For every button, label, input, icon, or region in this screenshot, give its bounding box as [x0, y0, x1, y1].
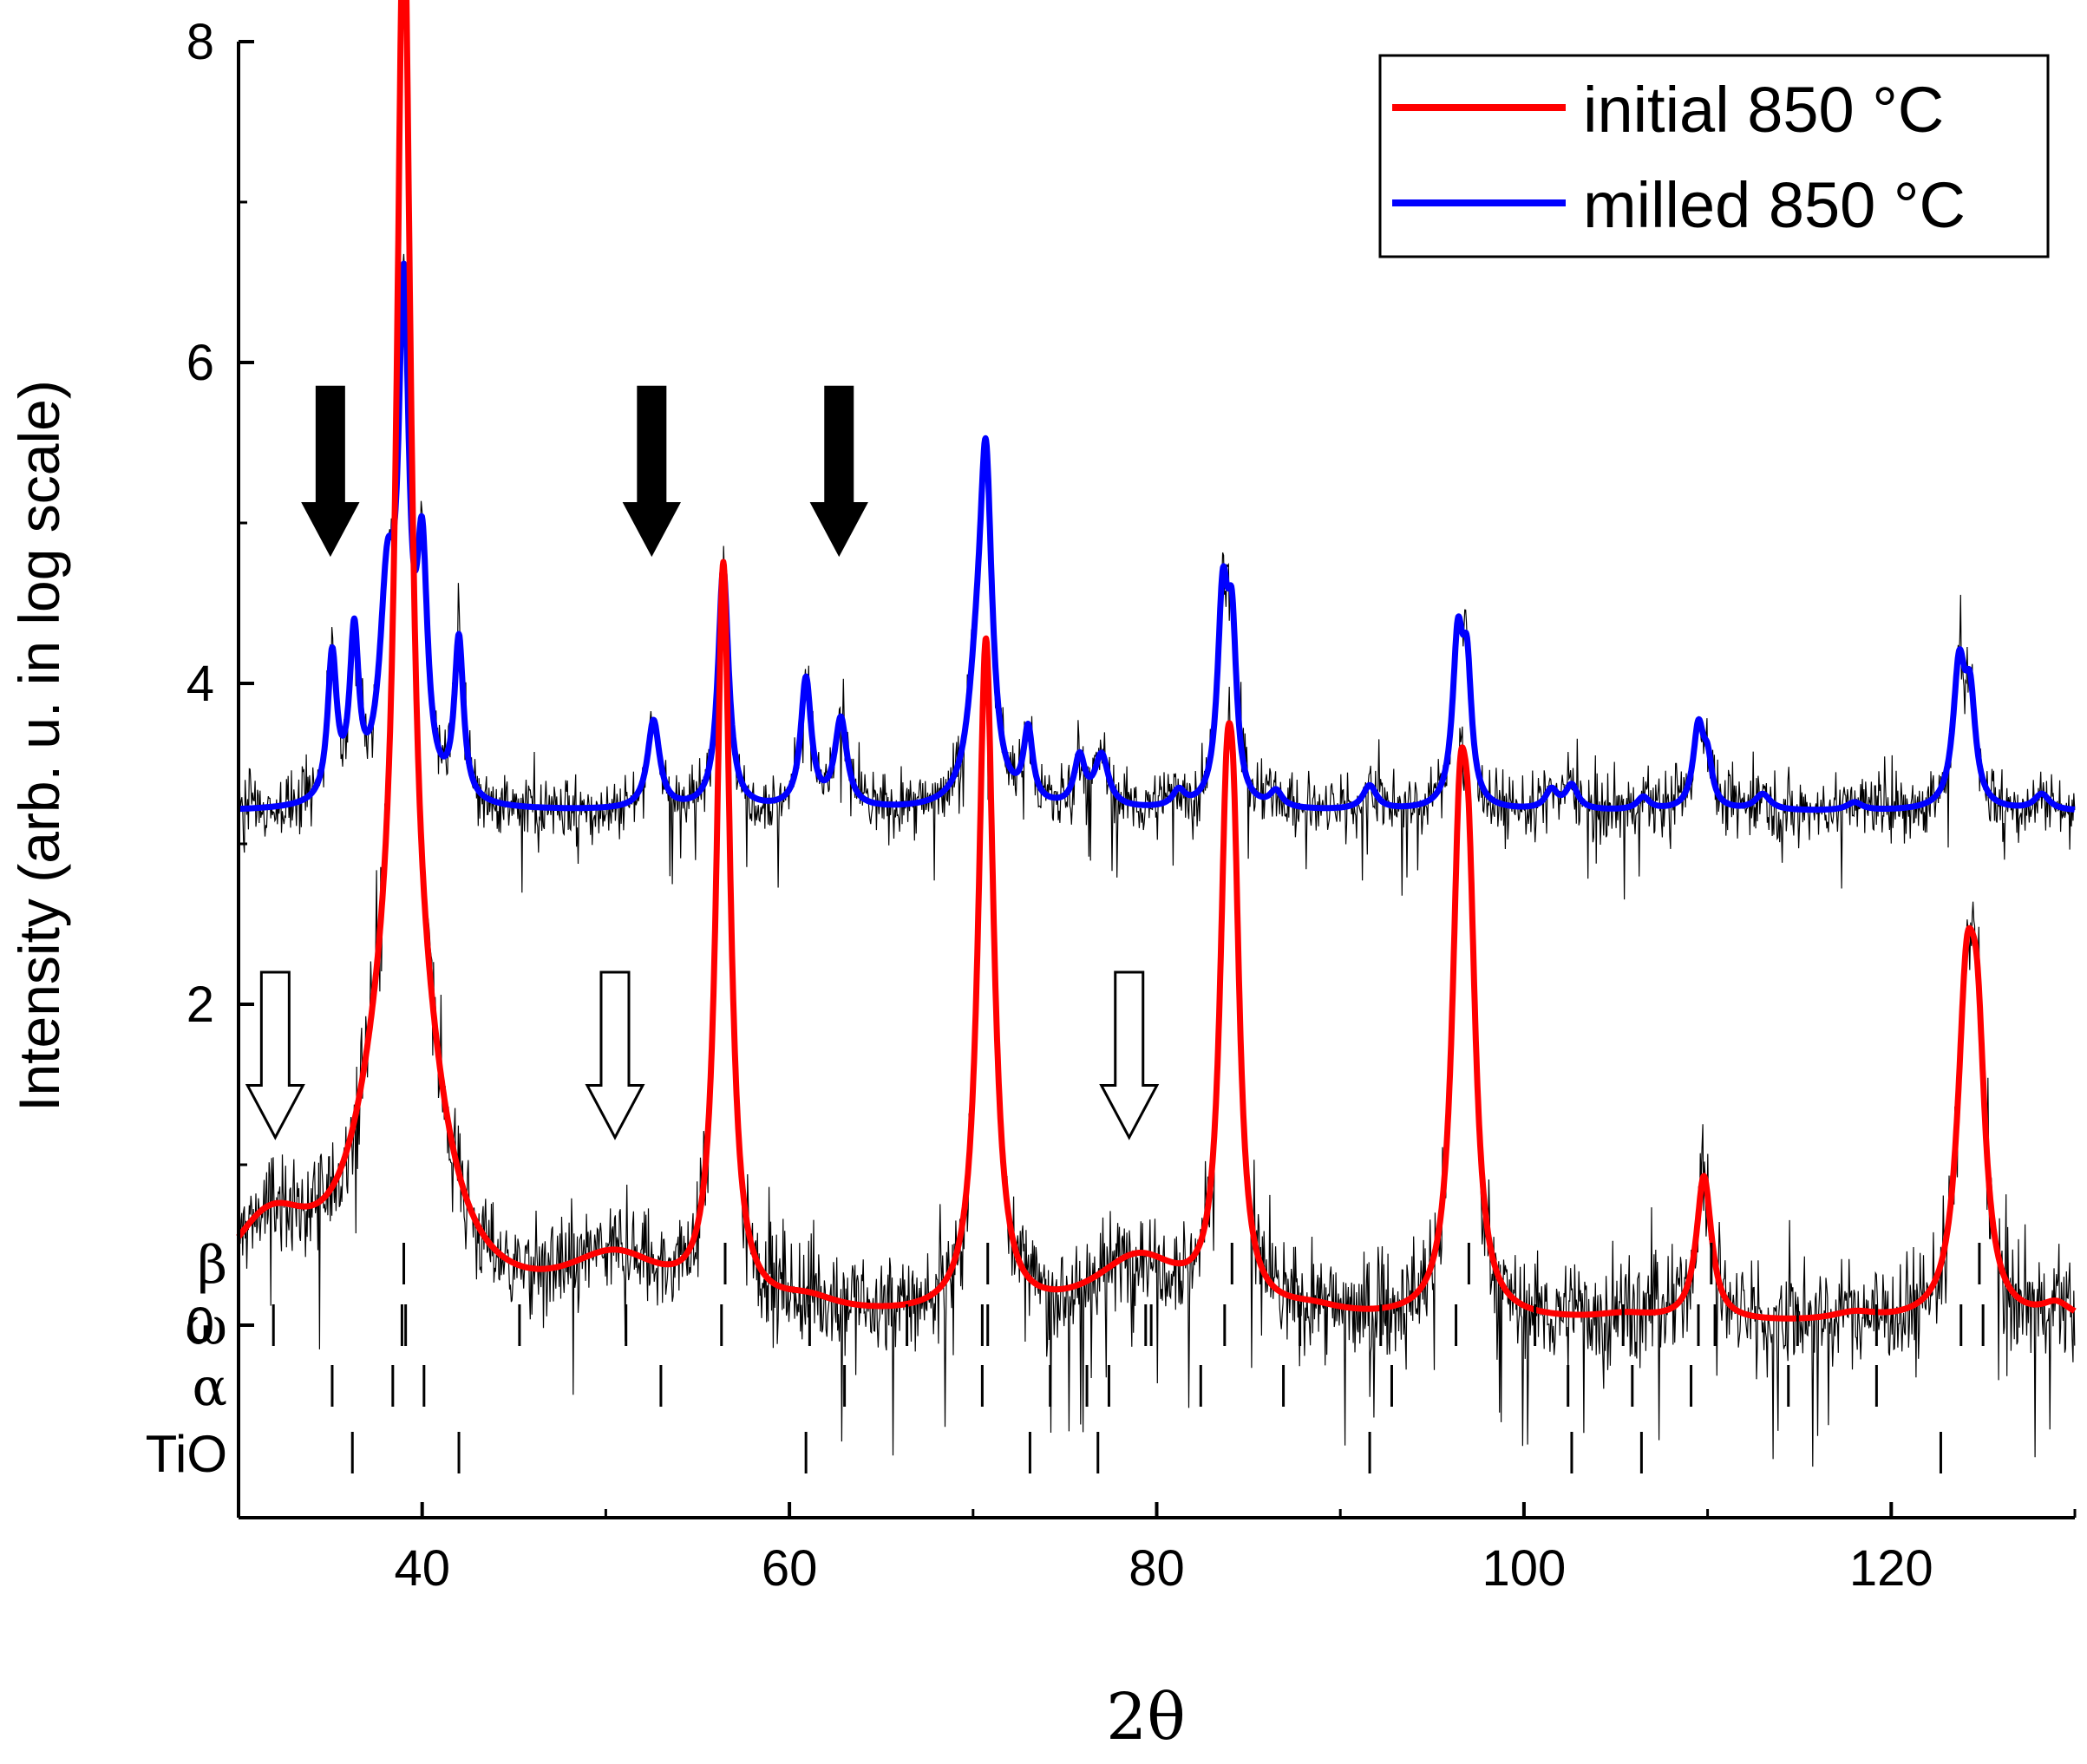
x-axis-title: 2θ [1106, 1680, 1186, 1754]
peak-arrows [245, 385, 1160, 1140]
y-tick-label: 4 [186, 656, 214, 712]
open-arrow [1099, 970, 1160, 1140]
x-tick-label: 40 [394, 1540, 450, 1597]
y-tick-label: 2 [186, 977, 214, 1033]
y-axis-title: Intensity (arb. u. in log scale) [7, 380, 71, 1112]
filled-arrow [809, 385, 868, 558]
phase-label: ω [185, 1297, 227, 1357]
axes: 0 2 4 6 8 40 60 80 100 120 [186, 14, 2077, 1597]
filled-arrow [622, 385, 681, 558]
x-tick-label: 120 [1849, 1540, 1933, 1597]
measured-trace-milled [238, 253, 2076, 900]
x-tick-label: 80 [1129, 1540, 1185, 1597]
y-tick-label: 0 [186, 1297, 214, 1354]
series-line-initial [236, 0, 2077, 1322]
x-tick-label: 100 [1482, 1540, 1567, 1597]
open-arrow [245, 970, 305, 1140]
legend-label-initial: initial 850 °C [1583, 74, 1944, 146]
filled-arrow [301, 385, 360, 558]
x-tick-label: 60 [762, 1540, 818, 1597]
open-arrow [585, 970, 645, 1140]
series-line-milled [236, 260, 2077, 813]
fit-curves [236, 0, 2077, 1322]
legend-box [1378, 54, 2050, 258]
legend: initial 850 °C milled 850 °C [1378, 54, 2050, 258]
y-tick-label: 8 [186, 14, 214, 70]
phase-label: TiO [146, 1425, 227, 1483]
legend-label-milled: milled 850 °C [1583, 169, 1966, 241]
y-tick-label: 6 [186, 335, 214, 391]
reflection-markers: βωα TiO [146, 1235, 1985, 1483]
phase-label: α [192, 1357, 227, 1418]
phase-label: β [197, 1235, 227, 1296]
